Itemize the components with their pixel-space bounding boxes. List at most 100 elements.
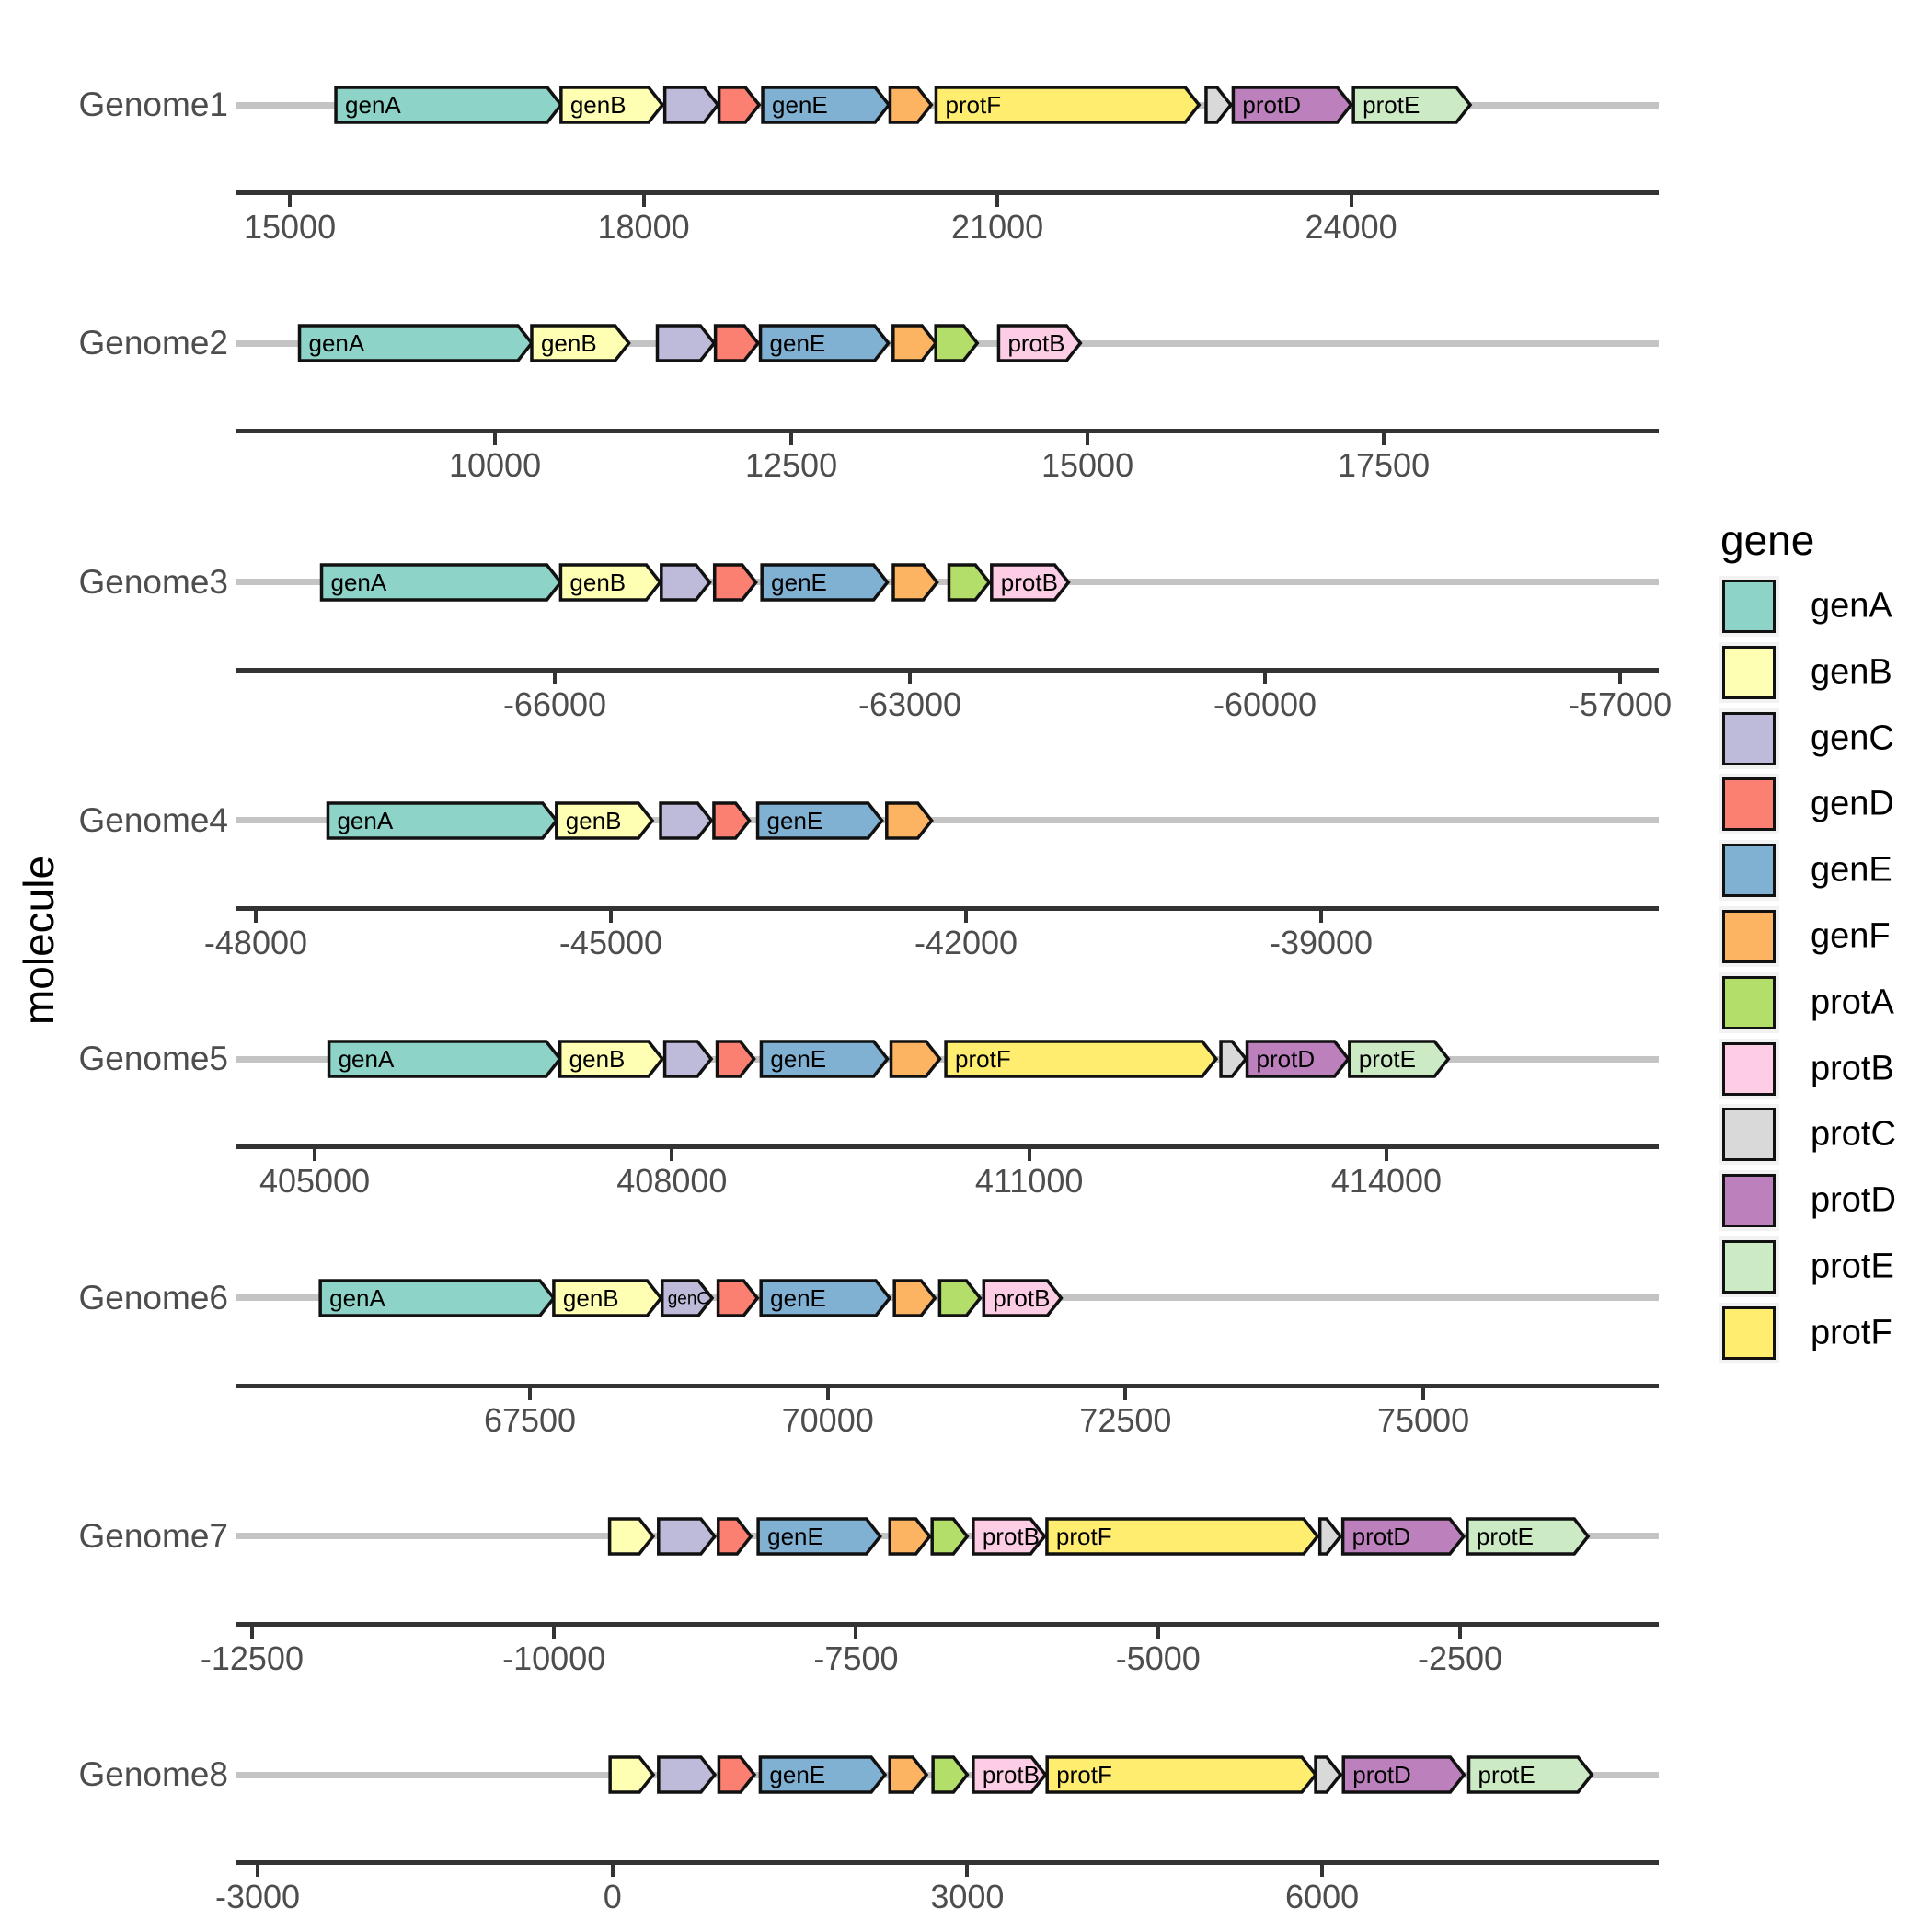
gene-arrow-genF [888, 1755, 929, 1794]
legend-key-protF [1719, 1302, 1779, 1363]
x-axis-tick-label: 17500 [1337, 446, 1431, 485]
x-axis-tick [493, 433, 498, 446]
gene-arrows-Genome7: genE protB protF protD protE [607, 1517, 1591, 1556]
gene-arrow-protA [931, 1755, 970, 1794]
x-axis-tick [965, 1865, 970, 1878]
gene-arrow-genA [334, 86, 564, 124]
gene-label-protE: protE [1478, 1761, 1535, 1788]
legend-swatch-genC [1722, 711, 1776, 765]
legend-label-genD: genD [1811, 784, 1894, 823]
gene-label-genB: genB [569, 1045, 626, 1073]
gene-arrow-genD [716, 1278, 760, 1317]
gene-label-genC: genC [668, 1289, 709, 1308]
molecule-line [236, 817, 1659, 824]
gene-label-genA: genA [337, 807, 393, 834]
gene-arrows-Genome3: genA genB genE protB [319, 562, 1071, 602]
x-axis-tick-label: 405000 [259, 1162, 371, 1201]
gene-label-protD: protD [1352, 1761, 1411, 1788]
x-axis-tick [908, 672, 913, 684]
x-axis-tick [1156, 1626, 1160, 1639]
legend-key-genA [1719, 576, 1779, 637]
gene-arrows-Genome5: genA genB genE protF protD protE [327, 1040, 1451, 1078]
x-axis-tick-label: 15000 [243, 208, 337, 246]
gene-arrow-protC [1204, 86, 1234, 124]
x-axis-tick-label: -63000 [857, 684, 962, 723]
gene-arrow-genB [558, 562, 662, 602]
x-axis-tick [1027, 1149, 1031, 1162]
x-axis-tick [789, 433, 794, 446]
gene-label-protD: protD [1352, 1523, 1411, 1550]
gene-arrow-genA [318, 1278, 557, 1317]
gene-arrow-genC [660, 562, 712, 602]
gene-arrow-genC [657, 1517, 718, 1556]
gene-arrow-genD [713, 324, 761, 363]
legend-key-protD [1719, 1170, 1779, 1232]
gene-arrow-protF [934, 86, 1202, 124]
gene-label-protB: protB [1007, 329, 1064, 357]
x-axis-tick [1086, 433, 1090, 446]
gene-arrow-protB [982, 1278, 1064, 1317]
x-axis-tick [1384, 1149, 1388, 1162]
legend-swatch-genA [1722, 580, 1776, 633]
gene-label-protB: protB [983, 1761, 1040, 1788]
gene-arrow-protF [1045, 1517, 1320, 1556]
gene-arrow-protE [1466, 1755, 1594, 1794]
legend-swatch-protF [1722, 1305, 1776, 1360]
legend-label-protC: protC [1811, 1114, 1896, 1154]
row-label: Genome6 [78, 1278, 229, 1317]
gene-arrows-Genome8: genE protB protF protD protE [608, 1755, 1594, 1794]
legend-swatch-genE [1722, 844, 1776, 898]
x-axis-tick-label: 408000 [616, 1162, 728, 1201]
legend-label-genE: genE [1811, 850, 1892, 890]
gene-arrow-genE [755, 801, 884, 840]
x-axis-tick-label: 21000 [951, 208, 1044, 246]
x-axis-tick [1421, 1387, 1426, 1400]
gene-label-protF: protF [945, 91, 1001, 119]
gene-arrow-protE [1351, 86, 1473, 124]
gene-label-genA: genA [329, 1284, 385, 1312]
x-axis-tick [854, 1626, 858, 1639]
gene-arrow-genC [659, 801, 714, 840]
x-axis-line [236, 667, 1659, 673]
gene-arrow-protC [1219, 1040, 1248, 1078]
x-axis-tick-label: 70000 [781, 1400, 874, 1439]
legend-key-genE [1719, 840, 1779, 902]
x-axis-tick-label: -42000 [914, 923, 1018, 961]
legend-label-protF: protF [1811, 1313, 1892, 1352]
gene-label-protD: protD [1242, 91, 1301, 119]
x-axis-tick [1319, 910, 1324, 923]
gene-arrow-genB [555, 801, 655, 840]
gene-arrow-genE [760, 562, 890, 602]
gene-arrow-genB [607, 1517, 656, 1556]
gene-arrow-protD [1231, 86, 1353, 124]
legend-swatch-protA [1722, 975, 1776, 1029]
x-axis-tick [288, 195, 293, 207]
gene-arrow-genE [759, 1040, 890, 1078]
gene-arrow-genC [662, 86, 720, 124]
gene-arrow-genE [759, 1278, 892, 1317]
x-axis-tick [1263, 672, 1268, 684]
gene-label-genB: genB [563, 1284, 619, 1312]
x-axis-tick [1349, 195, 1353, 207]
gene-arrow-protC [1314, 1755, 1343, 1794]
gene-arrow-genD [715, 1040, 756, 1078]
gene-arrow-protA [934, 324, 980, 363]
x-axis-line [236, 429, 1659, 434]
legend-label-protB: protB [1811, 1049, 1894, 1088]
gene-arrow-protA [947, 562, 992, 602]
gene-label-genB: genB [569, 569, 626, 596]
gene-arrow-protB [990, 562, 1071, 602]
gene-arrow-genD [717, 86, 762, 124]
x-axis-tick-label: 3000 [930, 1878, 1005, 1916]
gene-arrow-genA [297, 324, 535, 363]
gene-arrows-Genome1: genA genB genE protF protD protE [334, 86, 1473, 124]
gene-arrow-genC [660, 1278, 715, 1317]
x-axis-tick-label: 72500 [1079, 1400, 1172, 1439]
x-axis-line [236, 1383, 1659, 1388]
row-label: Genome1 [78, 86, 229, 123]
x-axis-tick [553, 672, 557, 684]
x-axis-line [236, 190, 1659, 195]
x-axis-tick-label: 15000 [1041, 446, 1134, 485]
gene-label-genE: genE [767, 807, 823, 834]
gene-label-genB: genB [566, 807, 622, 834]
